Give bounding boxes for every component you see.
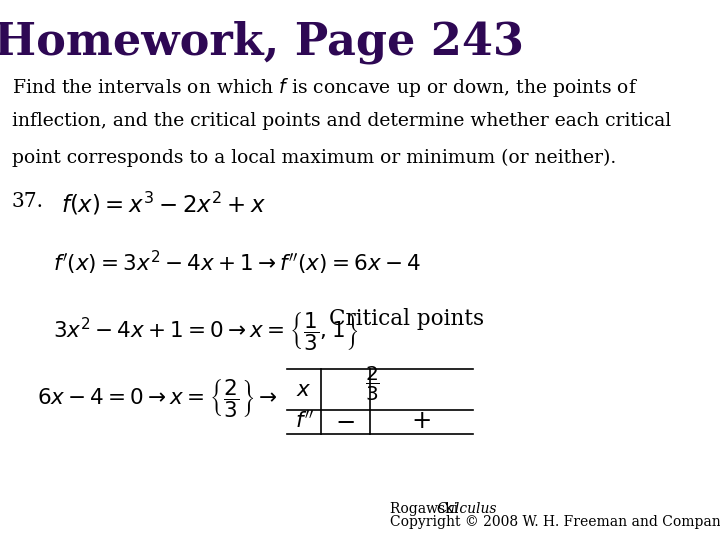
Text: $f\left(x\right)= x^3 - 2x^2 + x$: $f\left(x\right)= x^3 - 2x^2 + x$ bbox=[60, 191, 266, 218]
Text: $x$: $x$ bbox=[297, 379, 312, 401]
Text: $3x^2 - 4x + 1 = 0 \rightarrow x = \left\{\dfrac{1}{3},1\right\}$: $3x^2 - 4x + 1 = 0 \rightarrow x = \left… bbox=[53, 310, 359, 353]
Text: inflection, and the critical points and determine whether each critical: inflection, and the critical points and … bbox=[12, 112, 671, 130]
Text: Critical points: Critical points bbox=[328, 308, 484, 329]
Text: $f''$: $f''$ bbox=[294, 411, 314, 433]
Text: Rogawski: Rogawski bbox=[390, 502, 463, 516]
Text: Calculus: Calculus bbox=[437, 502, 498, 516]
Text: $+$: $+$ bbox=[412, 410, 431, 433]
Text: 37.: 37. bbox=[12, 192, 44, 211]
Text: point corresponds to a local maximum or minimum (or neither).: point corresponds to a local maximum or … bbox=[12, 148, 616, 167]
Text: $-$: $-$ bbox=[336, 410, 355, 433]
Text: Find the intervals on which $f$ is concave up or down, the points of: Find the intervals on which $f$ is conca… bbox=[12, 76, 638, 98]
Text: $f'\left(x\right)= 3x^2 - 4x + 1 \rightarrow f''\left(x\right)= 6x - 4$: $f'\left(x\right)= 3x^2 - 4x + 1 \righta… bbox=[53, 248, 420, 276]
Text: $6x - 4 = 0 \rightarrow x = \left\{\dfrac{2}{3}\right\} \rightarrow$: $6x - 4 = 0 \rightarrow x = \left\{\dfra… bbox=[37, 377, 278, 420]
Text: $\dfrac{2}{3}$: $\dfrac{2}{3}$ bbox=[365, 365, 380, 403]
Text: Homework, Page 243: Homework, Page 243 bbox=[0, 20, 524, 64]
Text: Copyright © 2008 W. H. Freeman and Company: Copyright © 2008 W. H. Freeman and Compa… bbox=[390, 515, 720, 529]
